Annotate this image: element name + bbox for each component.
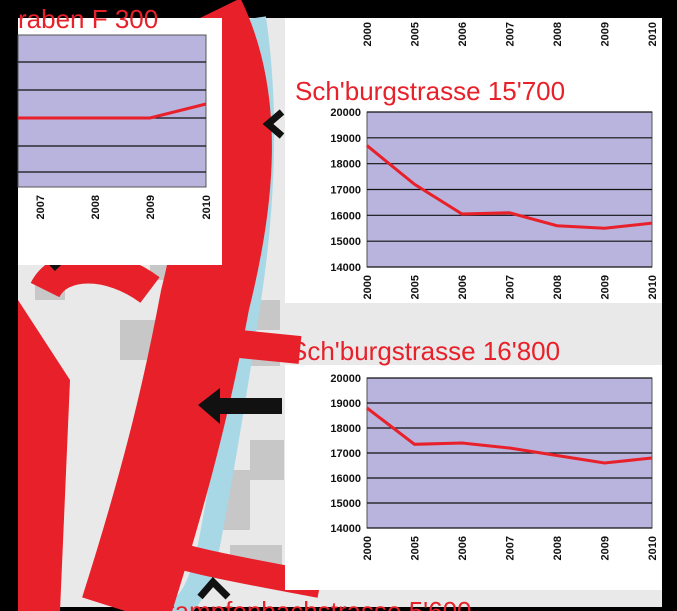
chevron-left-icon	[262, 109, 285, 139]
x-tick-label: 2010	[647, 275, 659, 299]
x-tick-label: 2007	[35, 195, 47, 219]
x-tick-label: 2007	[505, 275, 517, 299]
chart-1-series-line	[366, 144, 653, 230]
y-tick-label: 20000	[330, 107, 361, 119]
y-tick-label: 15000	[330, 498, 361, 510]
x-tick-label: 2006	[457, 536, 469, 560]
x-tick-label-top: 2008	[552, 22, 564, 46]
y-tick-label: 15000	[330, 236, 361, 248]
x-tick-label-top: 2010	[647, 22, 659, 46]
chart-2: Sch'burgstrasse 16'800 20000 19000 18000 17…	[285, 336, 662, 590]
side-road-upper	[30, 251, 160, 304]
side-road-middle	[198, 326, 302, 364]
x-tick-label-top: 2005	[410, 22, 422, 46]
x-tick-label: 2009	[145, 195, 157, 219]
bottom-street-label: Stampfenbachstrasse 5'600	[150, 596, 472, 611]
y-tick-label: 18000	[330, 159, 361, 171]
x-tick-label: 2010	[201, 195, 213, 219]
x-tick-label: 2009	[600, 275, 612, 299]
chart-1-y-ticks: 20000 19000 18000 17000 16000 15000 14000	[330, 107, 361, 274]
chart-left-panel: raben F 300 2007 2008 2009 2010	[17, 4, 222, 265]
x-tick-label: 2000	[362, 275, 374, 299]
chart-1-title: Sch'burgstrasse 15'700	[295, 76, 565, 106]
side-road-left	[18, 300, 70, 611]
y-tick-label: 17000	[330, 448, 361, 460]
chart-2-title: Sch'burgstrasse 16'800	[290, 336, 560, 366]
x-tick-label: 2008	[90, 195, 102, 219]
x-tick-label: 2008	[552, 536, 564, 560]
chart-1-gridlines	[367, 111, 652, 268]
chart-1-top-year-ticks: 2000 2005 2006 2007 2008 2009 2010	[362, 22, 659, 46]
y-tick-label: 17000	[330, 185, 361, 197]
y-tick-label: 16000	[330, 210, 361, 222]
chart-2-series-line	[366, 406, 653, 465]
x-tick-label-top: 2007	[505, 22, 517, 46]
y-tick-label: 16000	[330, 473, 361, 485]
x-tick-label: 2007	[505, 536, 517, 560]
x-tick-label: 2009	[600, 536, 612, 560]
x-tick-label-top: 2009	[600, 22, 612, 46]
chart-1: 2000 2005 2006 2007 2008 2009 2010 Sch'burgstr…	[285, 18, 662, 303]
x-tick-label: 2006	[457, 275, 469, 299]
chart-1-x-ticks: 2000 2005 2006 2007 2008 2009 2010	[362, 275, 659, 299]
chart-2-x-ticks: 2000 2005 2006 2007 2008 2009 2010	[362, 536, 659, 560]
x-tick-label: 2010	[647, 536, 659, 560]
y-tick-label: 14000	[330, 523, 361, 535]
y-tick-label: 19000	[330, 133, 361, 145]
chart-2-gridlines	[367, 377, 652, 529]
chart-left-line	[18, 102, 207, 120]
x-tick-label: 2008	[552, 275, 564, 299]
main-road	[82, 0, 272, 611]
x-tick-label: 2005	[410, 536, 422, 560]
x-tick-label: 2005	[410, 275, 422, 299]
y-tick-label: 19000	[330, 398, 361, 410]
y-tick-label: 18000	[330, 423, 361, 435]
y-tick-label: 20000	[330, 373, 361, 385]
chart-2-y-ticks: 20000 19000 18000 17000 16000 15000 14000	[330, 373, 361, 535]
chart-left-title: raben F 300	[18, 4, 158, 34]
x-tick-label-top: 2000	[362, 22, 374, 46]
x-tick-label-top: 2006	[457, 22, 469, 46]
x-tick-label: 2000	[362, 536, 374, 560]
y-tick-label: 14000	[330, 262, 361, 274]
chart-left-x-ticks: 2007 2008 2009 2010	[35, 195, 213, 219]
chevron-up-icon	[197, 576, 231, 600]
arrow-icon	[198, 388, 282, 424]
